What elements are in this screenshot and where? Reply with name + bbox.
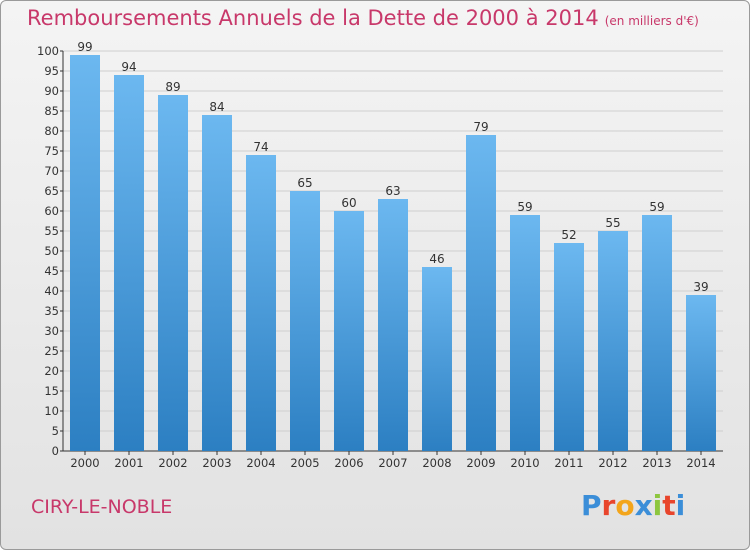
data-label: 79 — [473, 120, 488, 134]
x-tick-label: 2000 — [70, 456, 99, 470]
chart-title-block: Remboursements Annuels de la Dette de 20… — [27, 6, 699, 30]
y-tick-label: 100 — [37, 44, 59, 58]
x-tick-label: 2010 — [510, 456, 539, 470]
y-tick-label: 20 — [44, 364, 59, 378]
data-label: 84 — [209, 100, 224, 114]
bar-2004 — [246, 155, 276, 451]
data-label: 63 — [385, 184, 400, 198]
y-tick-label: 25 — [44, 344, 59, 358]
y-tick-label: 95 — [44, 64, 59, 78]
x-tick-labels: 2000 2001 2002 2003 2004 2005 2006 2007 2008 2009… — [70, 456, 715, 470]
data-label: 99 — [77, 40, 92, 54]
x-tick-label: 2014 — [686, 456, 715, 470]
data-labels: 99 94 89 84 74 65 60 63 46 79 59 52 55 59 39 — [77, 40, 708, 294]
data-label: 60 — [341, 196, 356, 210]
logo-letter: P — [581, 489, 602, 522]
y-tick-label: 0 — [52, 444, 59, 458]
logo-letter: x — [634, 489, 653, 522]
data-label: 59 — [649, 200, 664, 214]
x-tick-label: 2012 — [598, 456, 627, 470]
chart-subtitle: (en milliers d'€) — [604, 14, 699, 28]
x-tick-label: 2003 — [202, 456, 231, 470]
x-tick-label: 2007 — [378, 456, 407, 470]
bar-2014 — [686, 295, 716, 451]
data-label: 39 — [693, 280, 708, 294]
y-tick-label: 90 — [44, 84, 59, 98]
logo-letter: i — [675, 489, 686, 522]
y-tick-label: 50 — [44, 244, 59, 258]
y-tick-label: 85 — [44, 104, 59, 118]
data-label: 55 — [605, 216, 620, 230]
x-tick-label: 2006 — [334, 456, 363, 470]
y-tick-label: 60 — [44, 204, 59, 218]
data-label: 65 — [297, 176, 312, 190]
x-tick-label: 2011 — [554, 456, 583, 470]
y-tick-label: 10 — [44, 404, 59, 418]
bar-2006 — [334, 211, 364, 451]
bar-2012 — [598, 231, 628, 451]
y-tick-label: 75 — [44, 144, 59, 158]
proxiti-logo[interactable]: Proxiti — [581, 489, 685, 522]
y-tick-label: 15 — [44, 384, 59, 398]
bar-2007 — [378, 199, 408, 451]
bar-2001 — [114, 75, 144, 451]
chart-title: Remboursements Annuels de la Dette de 20… — [27, 6, 599, 30]
bar-2005 — [290, 191, 320, 451]
logo-letter: o — [615, 489, 635, 522]
y-tick-labels: 0 5 10 15 20 25 30 35 40 45 50 55 60 65 70 75 80 85 90 95 10… — [37, 44, 59, 458]
data-label: 74 — [253, 140, 268, 154]
data-label: 94 — [121, 60, 136, 74]
bar-2003 — [202, 115, 232, 451]
x-tick-label: 2001 — [114, 456, 143, 470]
x-tick-label: 2004 — [246, 456, 275, 470]
y-tick-label: 55 — [44, 224, 59, 238]
data-label: 46 — [429, 252, 444, 266]
bar-2000 — [70, 55, 100, 451]
data-label: 89 — [165, 80, 180, 94]
x-tick-label: 2008 — [422, 456, 451, 470]
y-tick-label: 30 — [44, 324, 59, 338]
bar-2010 — [510, 215, 540, 451]
y-tick-label: 35 — [44, 304, 59, 318]
bar-2002 — [158, 95, 188, 451]
y-tick-label: 65 — [44, 184, 59, 198]
y-tick-label: 5 — [52, 424, 59, 438]
bar-2009 — [466, 135, 496, 451]
logo-letter: r — [601, 489, 616, 522]
y-tick-label: 40 — [44, 284, 59, 298]
logo-letter: i — [652, 489, 663, 522]
y-tick-label: 70 — [44, 164, 59, 178]
x-tick-label: 2002 — [158, 456, 187, 470]
bar-2013 — [642, 215, 672, 451]
y-tick-label: 45 — [44, 264, 59, 278]
logo-letter: t — [662, 489, 676, 522]
bars — [70, 55, 716, 451]
x-tick-label: 2005 — [290, 456, 319, 470]
bar-2011 — [554, 243, 584, 451]
bar-2008 — [422, 267, 452, 451]
data-label: 52 — [561, 228, 576, 242]
y-tick-label: 80 — [44, 124, 59, 138]
commune-name: CIRY-LE-NOBLE — [31, 496, 173, 518]
x-tick-label: 2013 — [642, 456, 671, 470]
x-tick-label: 2009 — [466, 456, 495, 470]
data-label: 59 — [517, 200, 532, 214]
